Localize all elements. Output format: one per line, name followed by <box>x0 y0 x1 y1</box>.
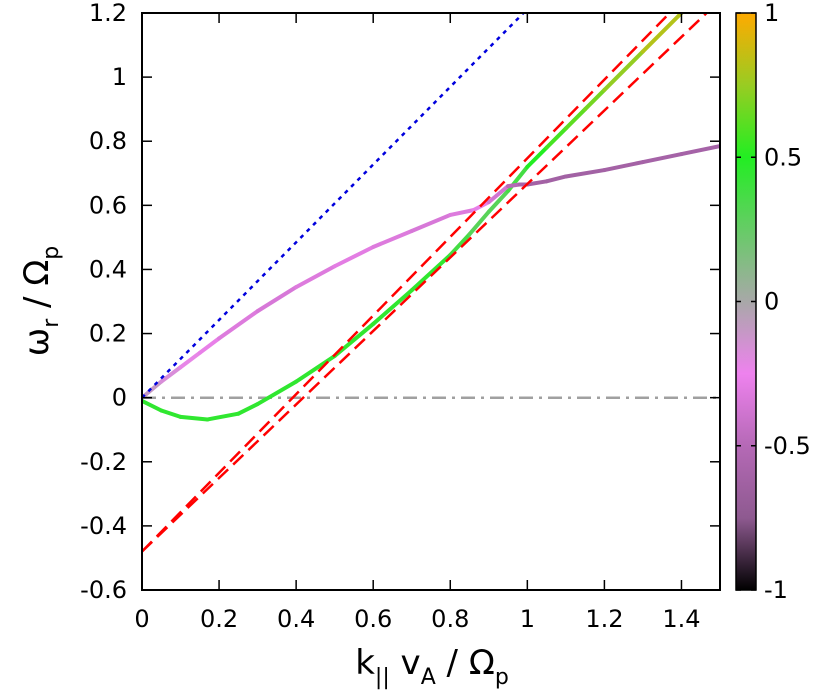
curve-segment <box>467 209 491 237</box>
curve-segment <box>544 126 568 150</box>
curve-segment <box>205 411 241 422</box>
curve-segment <box>178 350 202 370</box>
curve-segment <box>640 152 684 165</box>
colorbar-tick-label: 0 <box>764 288 779 316</box>
y-tick-label: 0.6 <box>89 191 127 219</box>
curve-segment <box>294 264 337 290</box>
y-axis-ticks: -0.6 -0.4 -0.2 0 0.2 0.4 0.6 0.8 1 1.2 <box>80 0 720 604</box>
colorbar-tick-label: -0.5 <box>764 432 811 460</box>
curve-segment <box>602 160 645 173</box>
curve-segment <box>178 414 210 422</box>
y-tick-label: -0.6 <box>80 576 127 604</box>
x-tick-label: 0 <box>134 605 149 633</box>
x-tick-label: 1.4 <box>662 605 700 633</box>
colorbar-tick-label: -1 <box>764 576 788 604</box>
curve-segment <box>217 309 260 341</box>
curve-segment <box>236 402 260 416</box>
x-axis-ticks: 0 0.2 0.4 0.6 0.8 1 1.2 1.4 <box>134 13 701 633</box>
curve-segment <box>544 174 568 184</box>
dotted-line <box>142 13 525 399</box>
colorbar-tick-label: 0.5 <box>764 143 802 171</box>
plot-border <box>141 12 721 591</box>
x-tick-label: 0.4 <box>277 605 315 633</box>
curve-segment <box>583 87 607 112</box>
curve-segment <box>197 336 222 355</box>
x-tick-label: 0.8 <box>431 605 469 633</box>
curve-segment <box>371 288 414 326</box>
curve-segment <box>563 107 588 131</box>
x-tick-label: 0.6 <box>354 605 392 633</box>
curve-segment <box>332 245 376 269</box>
curve-segment <box>255 285 299 314</box>
curve-segment <box>525 145 549 169</box>
y-tick-label: 0.2 <box>89 320 127 348</box>
curve-segment <box>159 408 183 419</box>
colored-curve-1 <box>142 13 684 422</box>
y-tick-label: -0.2 <box>80 448 127 476</box>
curve-segment <box>371 228 414 250</box>
x-tick-label: 0.2 <box>200 605 238 633</box>
curve-segment <box>563 168 607 179</box>
curve-segment <box>142 398 164 413</box>
curve-segment <box>486 188 511 214</box>
curve-segment <box>159 365 183 384</box>
curve-segment <box>602 49 645 92</box>
x-tick-label: 1.2 <box>585 605 623 633</box>
curve-segment <box>448 232 472 258</box>
curve-segment <box>486 184 511 205</box>
curve-segment <box>640 13 684 54</box>
x-tick-label: 1 <box>520 605 535 633</box>
curve-segment <box>255 379 299 407</box>
colorbar-tick-label: 1 <box>764 0 779 27</box>
x-axis-label: k|| vA / Ωp <box>355 643 509 690</box>
dashed-line-3 <box>142 13 709 553</box>
curve-segment <box>525 179 549 187</box>
curve-segment <box>332 321 376 358</box>
plot-frame <box>141 12 721 591</box>
y-tick-label: 0.4 <box>89 255 127 283</box>
y-tick-label: 1.2 <box>89 0 127 27</box>
curve-segment <box>409 253 453 293</box>
curve-segment <box>679 144 720 157</box>
curve-segment <box>448 208 476 217</box>
y-tick-label: 0 <box>112 384 127 412</box>
curve-segment <box>409 212 453 233</box>
colored-curve-2 <box>486 144 720 205</box>
colored-curve-0 <box>142 200 491 400</box>
dashed-line-4 <box>142 13 672 553</box>
y-tick-label: 1 <box>112 63 127 91</box>
series-layer <box>142 13 720 553</box>
curve-segment <box>294 353 337 384</box>
y-tick-label: -0.4 <box>80 512 127 540</box>
colorbar: -1 -0.5 0 0.5 1 <box>735 0 811 604</box>
y-axis-label: ωr / Ωp <box>17 246 64 357</box>
y-tick-label: 0.8 <box>89 127 127 155</box>
